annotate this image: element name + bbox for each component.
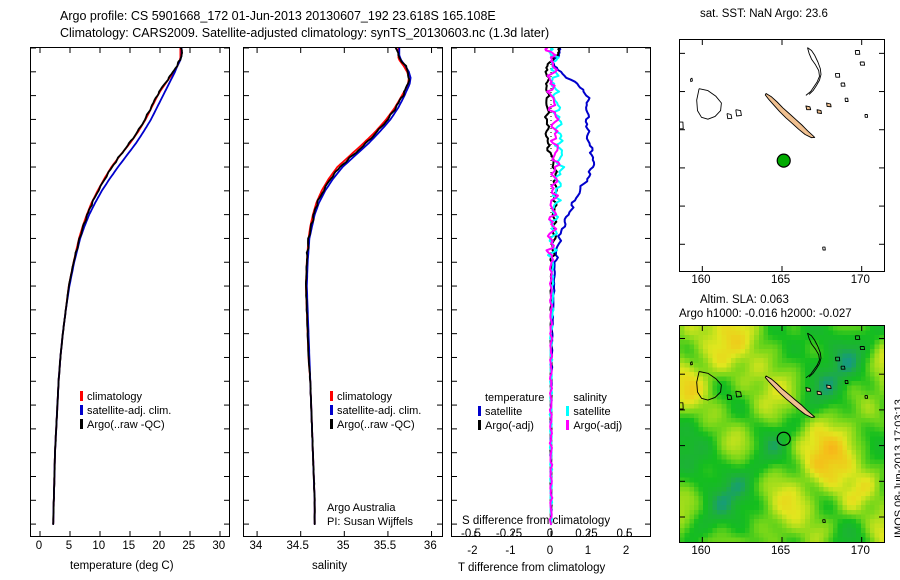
legend-color-swatch: [478, 406, 481, 416]
legend-column-header: salinity: [573, 392, 607, 404]
legend-label: Argo(..raw -QC): [87, 419, 165, 431]
legend-column-header: temperature: [485, 392, 545, 404]
legend-item: satellite-adj. clim.: [330, 404, 421, 418]
axis-tick-label: 1: [584, 545, 592, 557]
legend-label: climatology: [337, 391, 393, 403]
salinity-profile-plot: [244, 48, 442, 536]
legend-color-swatch: [566, 406, 570, 416]
legend-label: Argo(-adj): [485, 420, 534, 432]
map-sst: [679, 39, 885, 272]
axis-tick-label: 0: [35, 540, 43, 552]
legend-item: satellite: [478, 405, 544, 419]
legend-color-swatch: [478, 420, 481, 430]
axis-tick-label: -0.25: [495, 528, 523, 540]
axis-tick-label: 5: [65, 540, 73, 552]
axis-tick-label: 2: [622, 545, 630, 557]
legend-item: Argo(..raw -QC): [330, 418, 421, 432]
map-sla: [679, 325, 885, 543]
map-sla-title-line1: Altim. SLA: 0.063: [700, 294, 789, 306]
legend-color-swatch: [330, 419, 333, 429]
legend-color-swatch: [330, 391, 333, 401]
legend-label: satellite-adj. clim.: [87, 405, 172, 417]
legend-item: Argo(-adj): [478, 419, 544, 433]
legend-color-swatch: [330, 405, 333, 415]
axis-tick-label: 15: [122, 540, 136, 552]
legend-temperature-panel: climatology satellite-adj. clim. Argo(..ra…: [80, 390, 171, 432]
axis-tick-label: 25: [182, 540, 196, 552]
panel-difference: [451, 47, 651, 537]
axis-tick-label: 10: [92, 540, 106, 552]
legend-label: Argo(..raw -QC): [337, 419, 415, 431]
map-sla-canvas: [680, 326, 884, 542]
axis-tick-label: 0: [546, 545, 554, 557]
legend-label: climatology: [87, 391, 143, 403]
legend-column: salinity satellite Argo(-adj): [566, 391, 622, 433]
legend-color-swatch: [80, 391, 83, 401]
axis-tick-label: 160: [691, 545, 711, 557]
panel-salinity: [243, 47, 443, 537]
axis-tick-label: -0.5: [461, 528, 481, 540]
legend-difference-panel: temperature satellite Argo(-adj) salinity sa…: [478, 391, 622, 433]
axis-tick-label: 35.5: [373, 540, 397, 552]
imos-timestamp: IMOS 08-Jun-2013 17:03:13: [893, 399, 900, 538]
axis-tick-label: 0.25: [575, 528, 598, 540]
legend-label: satellite: [573, 406, 611, 418]
axis-tick-label: 0.5: [616, 528, 633, 540]
credit-org: Argo Australia: [327, 502, 396, 514]
axis-tick-label: 34: [249, 540, 263, 552]
legend-item: climatology: [80, 390, 171, 404]
legend-label: Argo(-adj): [573, 420, 623, 432]
legend-label: satellite: [485, 406, 523, 418]
map-sla-title-line2: Argo h1000: -0.016 h2000: -0.027: [679, 308, 852, 320]
legend-salinity-panel: climatology satellite-adj. clim. Argo(..ra…: [330, 390, 421, 432]
temperature-profile-plot: [31, 48, 229, 536]
axis-tick-label: -2: [467, 545, 478, 557]
temperature-difference-axis-label: T difference from climatology: [458, 562, 606, 574]
axis-tick-label: 0: [546, 528, 554, 540]
plot-title-line2: Climatology: CARS2009. Satellite-adjuste…: [60, 26, 550, 40]
panel-temperature: [30, 47, 230, 537]
legend-item: satellite-adj. clim.: [80, 404, 171, 418]
axis-tick-label: 170: [850, 274, 870, 286]
legend-item: satellite: [566, 405, 622, 419]
legend-color-swatch: [80, 405, 83, 415]
legend-item: climatology: [330, 390, 421, 404]
legend-item: Argo(..raw -QC): [80, 418, 171, 432]
legend-column: temperature satellite Argo(-adj): [478, 391, 544, 433]
axis-tick-label: 30: [212, 540, 226, 552]
axis-tick-label: 160: [691, 274, 711, 286]
salinity-axis-label: salinity: [312, 560, 348, 572]
legend-label: satellite-adj. clim.: [337, 405, 422, 417]
legend-item: Argo(-adj): [566, 419, 622, 433]
axis-tick-label: -1: [505, 545, 516, 557]
axis-tick-label: 170: [850, 545, 870, 557]
legend-color-swatch: [80, 419, 83, 429]
difference-profile-plot: [452, 48, 650, 536]
axis-tick-label: 165: [771, 274, 791, 286]
map-sst-canvas: [680, 40, 884, 271]
plot-title-line1: Argo profile: CS 5901668_172 01-Jun-2013…: [60, 9, 496, 23]
legend-color-swatch: [566, 420, 570, 430]
axis-tick-label: 35: [336, 540, 350, 552]
axis-tick-label: 165: [771, 545, 791, 557]
credit-pi: PI: Susan Wijffels: [327, 516, 413, 528]
temperature-axis-label: temperature (deg C): [70, 560, 174, 572]
axis-tick-label: 34.5: [286, 540, 309, 552]
salinity-difference-axis-label: S difference from climatology: [462, 515, 611, 527]
axis-tick-label: 20: [152, 540, 166, 552]
axis-tick-label: 36: [423, 540, 437, 552]
map-sst-title: sat. SST: NaN Argo: 23.6: [700, 8, 828, 20]
